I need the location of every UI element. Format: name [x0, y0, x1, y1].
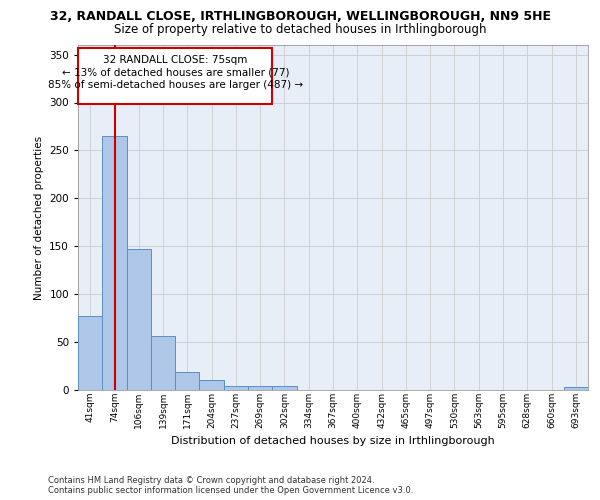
Bar — [175, 372, 199, 390]
Bar — [272, 386, 296, 390]
Text: 32 RANDALL CLOSE: 75sqm: 32 RANDALL CLOSE: 75sqm — [103, 54, 248, 64]
Bar — [102, 136, 127, 390]
Text: Size of property relative to detached houses in Irthlingborough: Size of property relative to detached ho… — [114, 22, 486, 36]
Bar — [127, 249, 151, 390]
Text: ← 13% of detached houses are smaller (77): ← 13% of detached houses are smaller (77… — [62, 67, 289, 77]
X-axis label: Distribution of detached houses by size in Irthlingborough: Distribution of detached houses by size … — [171, 436, 495, 446]
Bar — [151, 336, 175, 390]
Bar — [78, 316, 102, 390]
FancyBboxPatch shape — [79, 48, 272, 104]
Text: Contains HM Land Registry data © Crown copyright and database right 2024.: Contains HM Land Registry data © Crown c… — [48, 476, 374, 485]
Text: Contains public sector information licensed under the Open Government Licence v3: Contains public sector information licen… — [48, 486, 413, 495]
Bar — [564, 387, 588, 390]
Y-axis label: Number of detached properties: Number of detached properties — [34, 136, 44, 300]
Bar — [224, 386, 248, 390]
Text: 32, RANDALL CLOSE, IRTHLINGBOROUGH, WELLINGBOROUGH, NN9 5HE: 32, RANDALL CLOSE, IRTHLINGBOROUGH, WELL… — [49, 10, 551, 23]
Bar — [199, 380, 224, 390]
Bar — [248, 386, 272, 390]
Text: 85% of semi-detached houses are larger (487) →: 85% of semi-detached houses are larger (… — [48, 80, 303, 90]
